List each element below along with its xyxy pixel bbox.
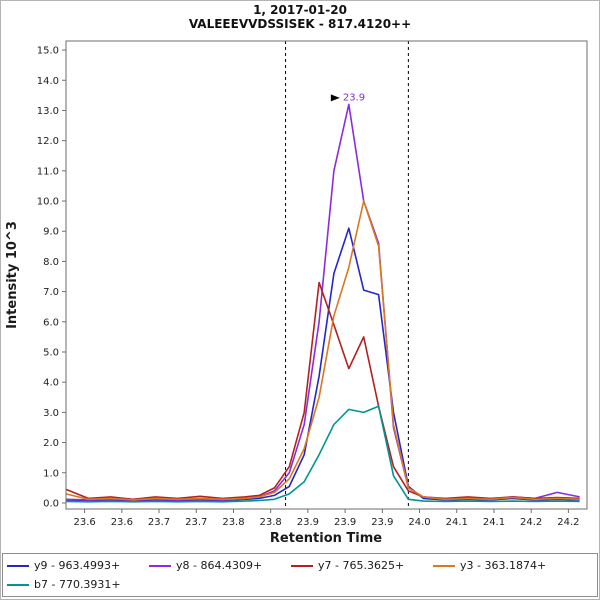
legend-label-y3: y3 - 363.1874+ bbox=[460, 559, 547, 572]
y-axis-tick-label: 7.0 bbox=[43, 287, 59, 298]
series-line-swatch-y7 bbox=[291, 564, 313, 567]
x-axis-tick-label: 23.9 bbox=[371, 517, 393, 528]
y-axis-tick-label: 15.0 bbox=[37, 46, 59, 57]
legend-item-y7: y7 - 765.3625+ bbox=[291, 559, 433, 572]
legend: y9 - 963.4993+ y8 - 864.4309+ y7 - 765.3… bbox=[2, 553, 598, 597]
x-axis-tick-label: 23.9 bbox=[297, 517, 319, 528]
legend-item-b7: b7 - 770.3931+ bbox=[7, 578, 149, 591]
y-axis-tick-label: 0.0 bbox=[43, 498, 59, 509]
legend-label-y8: y8 - 864.4309+ bbox=[176, 559, 263, 572]
y-axis-tick-label: 3.0 bbox=[43, 408, 59, 419]
series-line-b7[interactable] bbox=[65, 405, 580, 503]
x-axis-tick-label: 23.8 bbox=[222, 517, 244, 528]
y-axis-tick-label: 11.0 bbox=[37, 166, 59, 177]
y-axis-tick-label: 13.0 bbox=[37, 106, 59, 117]
series-line-swatch-b7 bbox=[7, 583, 29, 586]
x-axis-tick-label: 23.6 bbox=[73, 517, 95, 528]
x-axis-label: Retention Time bbox=[270, 531, 382, 546]
x-axis-tick-label: 24.2 bbox=[520, 517, 542, 528]
x-axis-tick-label: 23.7 bbox=[148, 517, 170, 528]
x-axis-tick-label: 23.6 bbox=[111, 517, 133, 528]
y-axis-tick-label: 5.0 bbox=[43, 347, 59, 358]
plot-frame bbox=[65, 40, 588, 510]
legend-row-1: y9 - 963.4993+ y8 - 864.4309+ y7 - 765.3… bbox=[7, 556, 593, 575]
x-axis-tick-label: 24.2 bbox=[557, 517, 579, 528]
x-axis-tick-label: 24.1 bbox=[446, 517, 468, 528]
legend-item-y9: y9 - 963.4993+ bbox=[7, 559, 149, 572]
series-line-swatch-y8 bbox=[149, 564, 171, 567]
series-line-y9[interactable] bbox=[65, 227, 580, 502]
chart-title: 1, 2017-01-20 bbox=[253, 3, 347, 17]
y-axis-tick-label: 4.0 bbox=[43, 378, 59, 389]
y-axis-tick-label: 14.0 bbox=[37, 76, 59, 87]
legend-row-2: b7 - 770.3931+ bbox=[7, 575, 593, 594]
chromatogram-chart[interactable]: 1, 2017-01-20 VALEEEVVDSSISEK - 817.4120… bbox=[1, 1, 599, 553]
y-axis-tick-label: 12.0 bbox=[37, 136, 59, 147]
y-axis-label: Intensity 10^3 bbox=[5, 221, 20, 329]
series-line-swatch-y3 bbox=[433, 564, 455, 567]
series-line-y7[interactable] bbox=[65, 281, 580, 501]
series-line-swatch-y9 bbox=[7, 564, 29, 567]
x-axis-tick-label: 24.1 bbox=[483, 517, 505, 528]
y-axis-tick-label: 6.0 bbox=[43, 317, 59, 328]
series-line-y3[interactable] bbox=[65, 200, 580, 501]
peak-apex-annotation[interactable]: 23.9 bbox=[343, 92, 365, 103]
y-axis-tick-label: 8.0 bbox=[43, 257, 59, 268]
x-axis-tick-label: 23.8 bbox=[260, 517, 282, 528]
legend-label-y7: y7 - 765.3625+ bbox=[318, 559, 405, 572]
legend-label-y9: y9 - 963.4993+ bbox=[34, 559, 121, 572]
x-axis-tick-label: 23.7 bbox=[185, 517, 207, 528]
legend-item-y8: y8 - 864.4309+ bbox=[149, 559, 291, 572]
y-axis-tick-label: 2.0 bbox=[43, 438, 59, 449]
plot-area[interactable]: 0.0 1.0 2.0 3.0 4.0 5.0 6.0 7.0 8.0 9.0 10.0 11.0 12… bbox=[37, 40, 588, 528]
y-axis-tick-label: 9.0 bbox=[43, 227, 59, 238]
legend-item-y3: y3 - 363.1874+ bbox=[433, 559, 575, 572]
x-axis-tick-label: 23.9 bbox=[334, 517, 356, 528]
best-peak-arrow-icon bbox=[330, 94, 340, 102]
chart-subtitle: VALEEEVVDSSISEK - 817.4120++ bbox=[189, 17, 411, 31]
y-axis-tick-label: 1.0 bbox=[43, 468, 59, 479]
y-axis-tick-label: 10.0 bbox=[37, 197, 59, 208]
x-axis-tick-label: 24.0 bbox=[408, 517, 430, 528]
legend-label-b7: b7 - 770.3931+ bbox=[34, 578, 121, 591]
series-line-y8[interactable] bbox=[65, 103, 580, 501]
